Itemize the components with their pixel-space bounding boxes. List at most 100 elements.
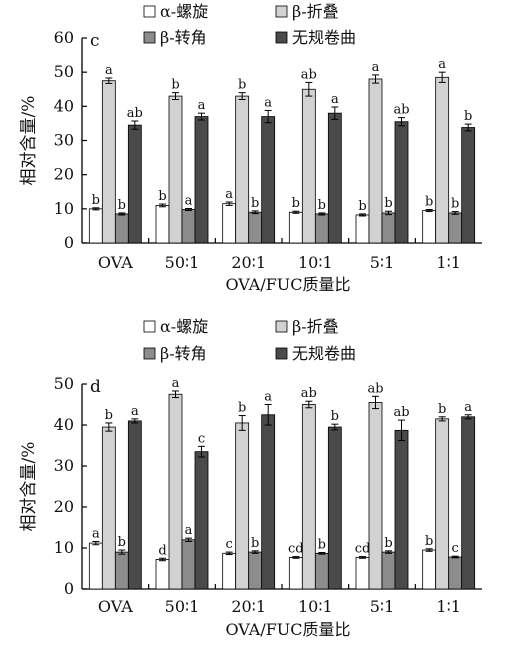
y-tick-label: 20 [54, 497, 74, 516]
significance-label: a [464, 400, 472, 415]
bar [368, 402, 383, 590]
bar [127, 124, 142, 244]
significance-label: b [251, 536, 259, 551]
legend-label: β-折叠 [292, 2, 339, 21]
bar [155, 205, 170, 244]
significance-label: b [318, 198, 326, 213]
significance-label: a [131, 404, 139, 419]
y-tick-label: 50 [54, 374, 74, 393]
legend-swatch [275, 347, 288, 360]
y-tick-label: 20 [54, 165, 74, 184]
significance-label: c [452, 541, 459, 556]
bar [381, 551, 396, 590]
bar [194, 116, 209, 244]
significance-label: b [105, 408, 113, 423]
legend-swatch [143, 347, 156, 360]
bar [314, 552, 329, 590]
y-axis-label: 相对含量/% [19, 96, 39, 186]
significance-label: b [451, 197, 459, 212]
significance-label: ab [393, 103, 409, 118]
significance-label: a [198, 98, 206, 113]
significance-label: a [185, 523, 193, 538]
significance-label: a [225, 187, 233, 202]
bar [261, 116, 276, 244]
bar [155, 559, 170, 590]
bar [288, 211, 303, 244]
bar [88, 542, 103, 590]
x-category-label: 50∶1 [165, 597, 200, 616]
bar [168, 95, 183, 244]
legend-swatch [143, 5, 156, 18]
bar [222, 552, 237, 590]
significance-label: b [438, 402, 446, 417]
bar [301, 88, 316, 244]
y-tick-label: 40 [54, 96, 74, 115]
significance-label: b [425, 534, 433, 549]
significance-label: b [358, 199, 366, 214]
legend-label: 无规卷曲 [292, 344, 356, 363]
legend-swatch [275, 5, 288, 18]
bar [435, 76, 450, 244]
significance-label: ab [367, 381, 383, 396]
legend-label: β-转角 [160, 28, 207, 47]
significance-label: b [425, 195, 433, 210]
significance-label: cd [355, 542, 371, 557]
bar [288, 557, 303, 590]
significance-label: ab [127, 106, 143, 121]
x-category-label: 10∶1 [298, 253, 333, 272]
legend-label: α-螺旋 [160, 2, 208, 21]
significance-label: b [158, 189, 166, 204]
y-tick-label: 60 [54, 28, 74, 47]
significance-label: a [172, 376, 180, 391]
y-tick-label: 0 [64, 233, 74, 252]
bar [235, 422, 250, 590]
bar [168, 393, 183, 590]
y-axis-label: 相对含量/% [19, 442, 39, 532]
legend-label: 无规卷曲 [292, 28, 356, 47]
significance-label: b [292, 196, 300, 211]
bar [435, 418, 450, 590]
x-category-label: 1∶1 [436, 253, 461, 272]
bar [248, 211, 263, 244]
bar [114, 213, 129, 244]
bar [101, 80, 116, 244]
y-tick-label: 50 [54, 62, 74, 81]
significance-label: b [251, 196, 259, 211]
significance-label: ab [301, 67, 317, 82]
significance-label: a [185, 193, 193, 208]
bar [422, 210, 437, 244]
significance-label: a [92, 526, 100, 541]
x-category-label: 5∶1 [370, 597, 395, 616]
x-category-label: 20∶1 [231, 597, 266, 616]
bar [235, 95, 250, 244]
bar [368, 78, 383, 244]
bar [127, 420, 142, 590]
bar [181, 209, 196, 244]
bar [88, 208, 103, 244]
y-tick-label: 10 [54, 199, 74, 218]
bar [261, 414, 276, 590]
bar [314, 213, 329, 244]
bar [194, 451, 209, 590]
legend-swatch [143, 31, 156, 44]
x-category-label: 1∶1 [436, 597, 461, 616]
significance-label: b [464, 109, 472, 124]
bar [394, 121, 409, 244]
significance-label: b [384, 536, 392, 551]
legend-swatch [275, 31, 288, 44]
significance-label: b [118, 535, 126, 550]
significance-label: c [198, 431, 205, 446]
significance-label: b [171, 78, 179, 93]
y-tick-label: 40 [54, 415, 74, 434]
significance-label: d [158, 543, 166, 558]
legend-swatch [143, 320, 156, 333]
bar [248, 551, 263, 590]
bar [394, 429, 409, 590]
x-category-label: 5∶1 [370, 253, 395, 272]
significance-label: a [372, 60, 380, 75]
x-axis-label: OVA/FUC质量比 [225, 275, 350, 294]
x-category-label: 20∶1 [231, 253, 266, 272]
bar [461, 127, 476, 244]
